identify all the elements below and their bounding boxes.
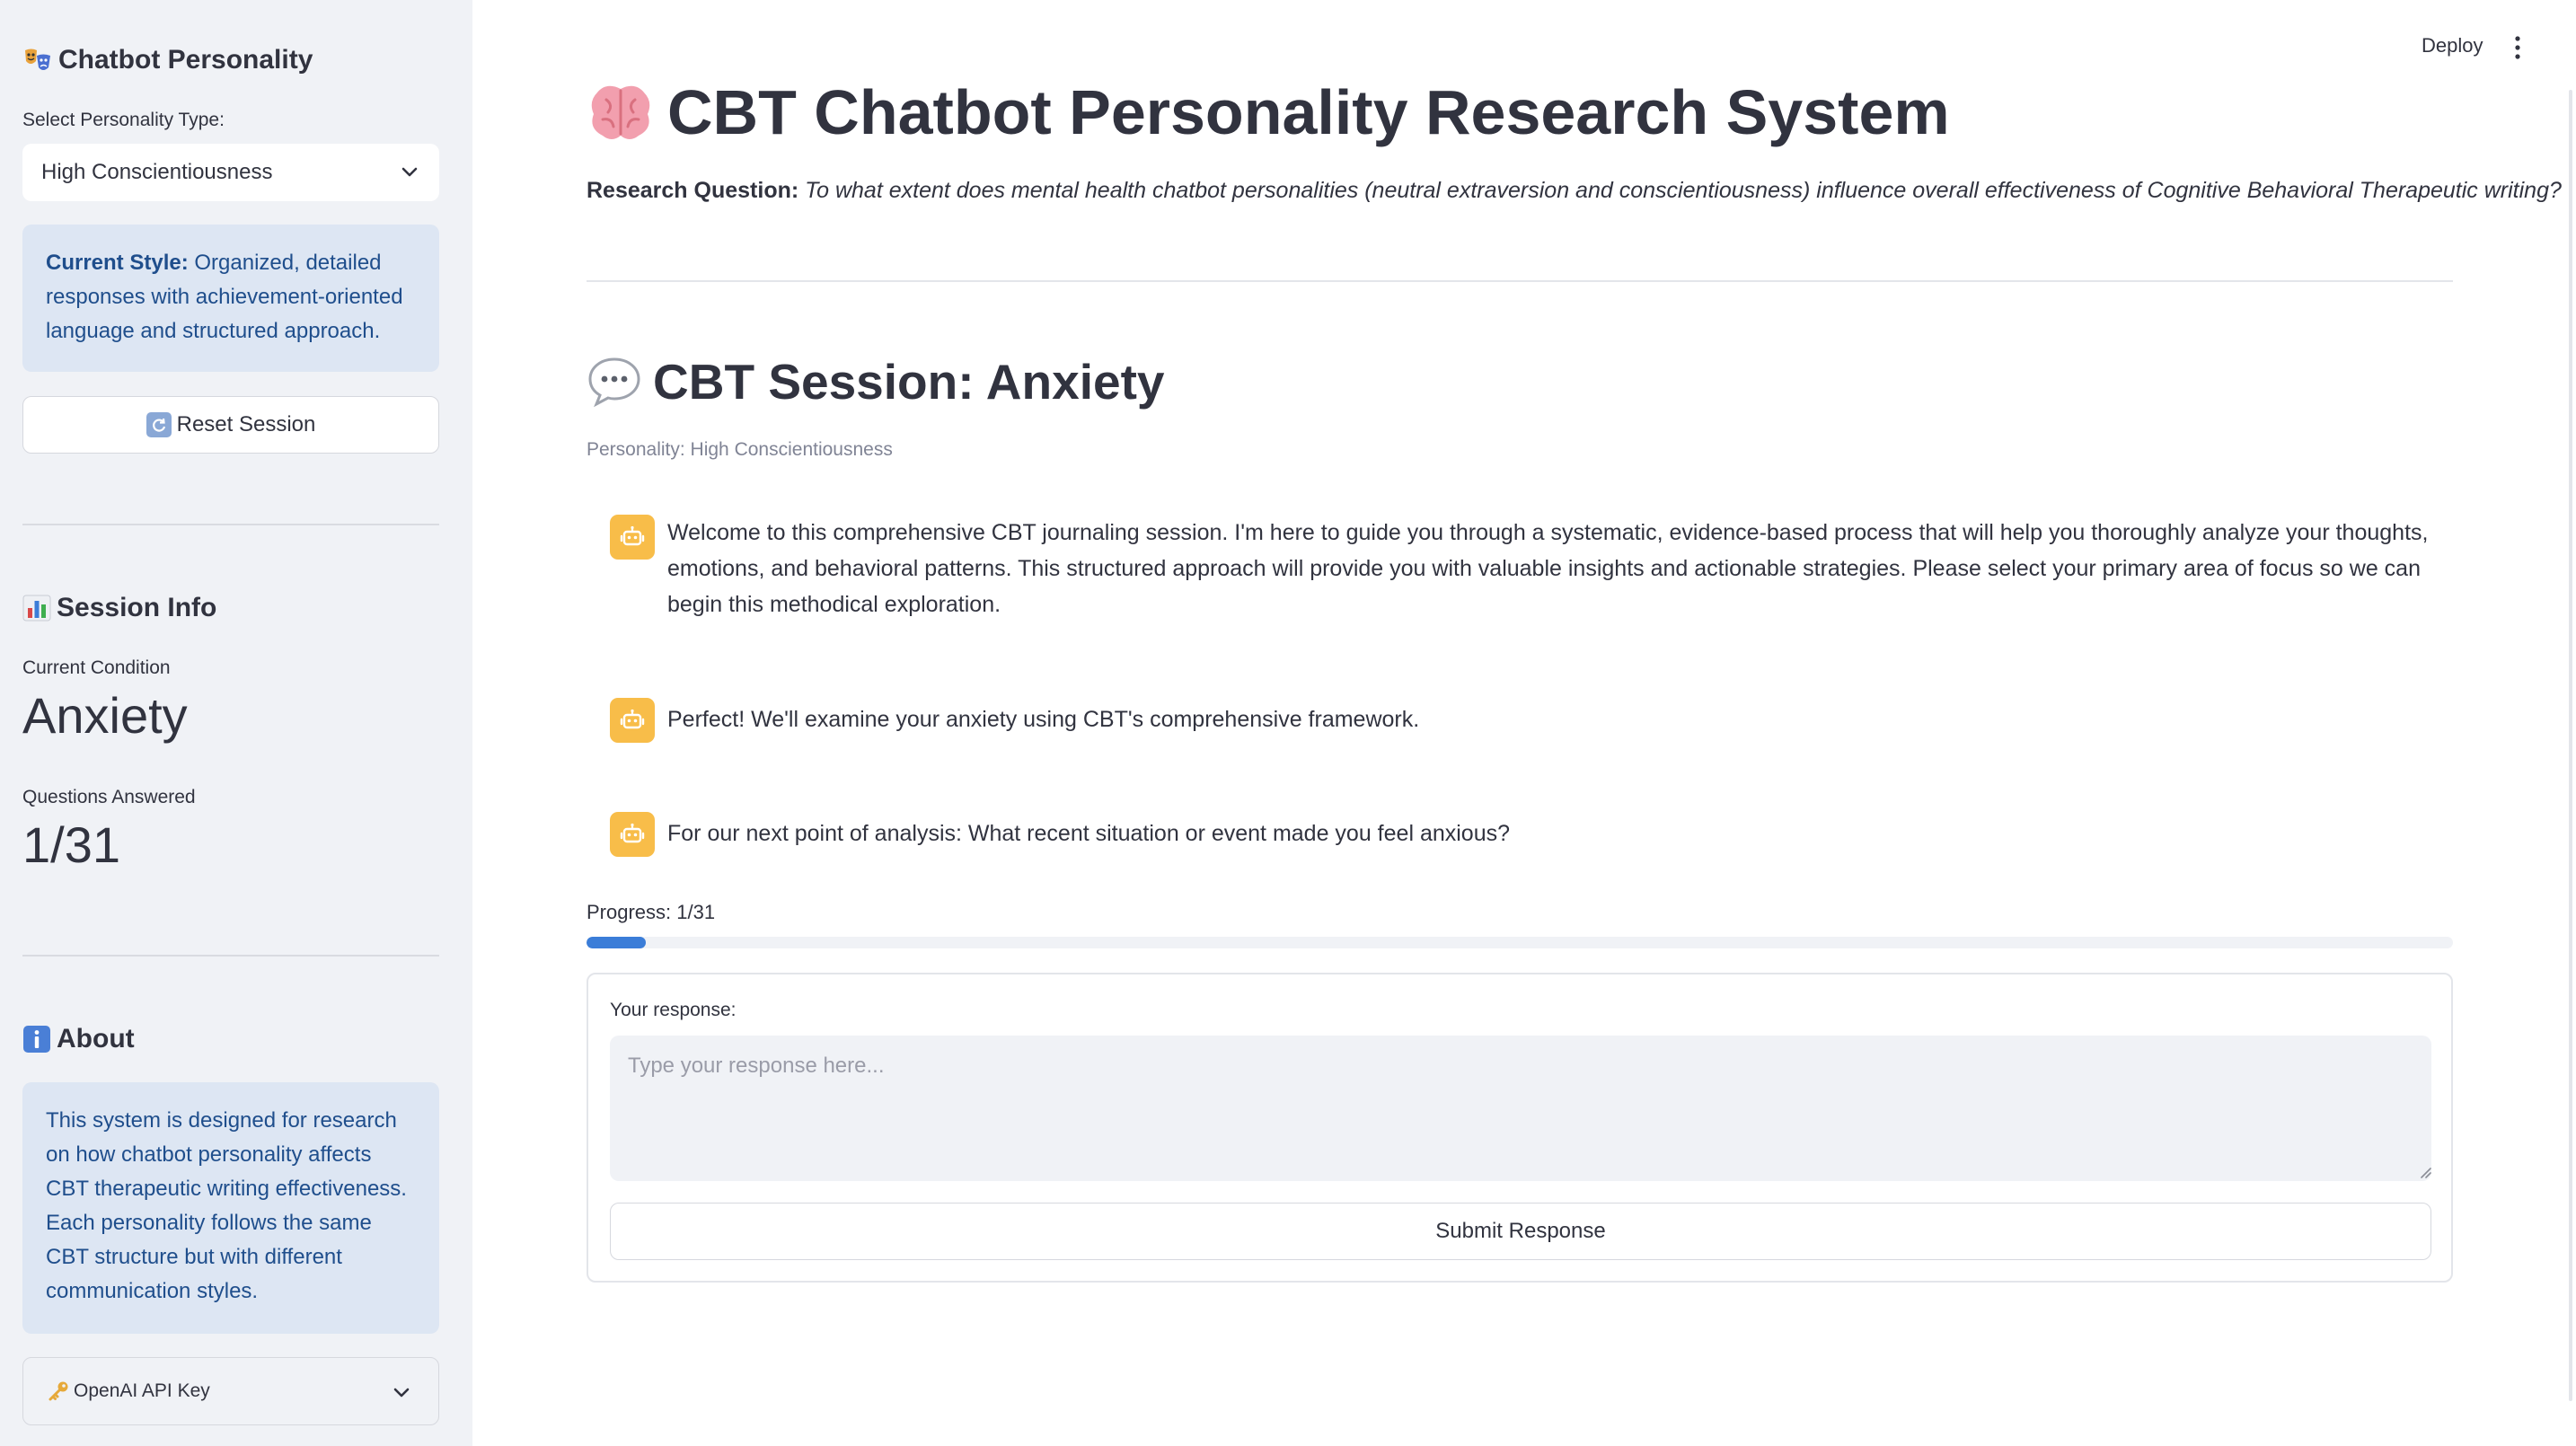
session-info-title: Session Info: [57, 593, 217, 622]
about-text: This system is designed for research on …: [46, 1108, 407, 1303]
current-style-label: Current Style:: [46, 251, 189, 275]
chevron-down-icon: [393, 1388, 410, 1398]
reset-session-label: Reset Session: [176, 412, 316, 436]
about-header: About: [22, 1024, 135, 1054]
page-title-text: CBT Chatbot Personality Research System: [667, 77, 1950, 147]
theater-masks-icon: [22, 45, 53, 75]
questions-answered-value: 1/31: [22, 816, 120, 873]
progress-label: Progress: 1/31: [587, 901, 716, 923]
sidebar: Chatbot Personality Select Personality T…: [0, 0, 472, 1446]
robot-icon: [610, 812, 655, 857]
session-title: CBT Session: Anxiety: [587, 353, 1164, 410]
chat-message-text: Perfect! We'll examine your anxiety usin…: [667, 707, 1420, 732]
info-icon: [22, 1025, 51, 1054]
chat-message: Perfect! We'll examine your anxiety usin…: [610, 698, 2453, 743]
select-label: Select Personality Type:: [22, 110, 225, 130]
speech-bubble-icon: [587, 354, 642, 410]
research-question-text: To what extent does mental health chatbo…: [805, 178, 2562, 203]
current-condition-value: Anxiety: [22, 687, 188, 744]
robot-icon: [610, 515, 655, 560]
resize-grip-icon[interactable]: [2419, 1166, 2431, 1178]
response-form: Your response: Submit Response: [587, 973, 2453, 1283]
chat-message-text: For our next point of analysis: What rec…: [667, 821, 1511, 846]
page-title: CBT Chatbot Personality Research System: [587, 76, 1950, 148]
submit-response-button[interactable]: Submit Response: [610, 1203, 2431, 1260]
progress-bar-fill: [587, 937, 647, 948]
brain-icon: [587, 78, 655, 146]
refresh-icon: [146, 412, 172, 437]
current-style-box: Current Style: Organized, detailed respo…: [22, 225, 439, 372]
about-title: About: [57, 1024, 135, 1054]
robot-icon: [610, 698, 655, 743]
chat-message-text: Welcome to this comprehensive CBT journa…: [667, 520, 2429, 617]
progress-bar: [587, 937, 2453, 948]
questions-answered-label: Questions Answered: [22, 787, 196, 807]
response-label: Your response:: [610, 1000, 737, 1020]
reset-session-button[interactable]: Reset Session: [22, 396, 439, 454]
response-textarea[interactable]: [610, 1036, 2431, 1181]
research-question-label: Research Question:: [587, 178, 799, 203]
research-question: Research Question: To what extent does m…: [587, 178, 2562, 204]
session-info-header: Session Info: [22, 593, 216, 623]
personality-select[interactable]: High Conscientiousness: [22, 144, 439, 201]
session-title-text: CBT Session: Anxiety: [653, 354, 1165, 410]
deploy-button[interactable]: Deploy: [2422, 34, 2483, 57]
personality-select-value: High Conscientiousness: [41, 160, 273, 184]
chat-message: Welcome to this comprehensive CBT journa…: [610, 515, 2453, 622]
kebab-menu-icon[interactable]: [2512, 34, 2523, 61]
bar-chart-icon: [22, 594, 51, 622]
personality-caption: Personality: High Conscientiousness: [587, 439, 893, 460]
about-box: This system is designed for research on …: [22, 1082, 439, 1334]
sidebar-divider: [22, 955, 439, 957]
chevron-down-icon: [401, 167, 418, 177]
sidebar-divider: [22, 524, 439, 525]
main-scrollbar[interactable]: [2569, 90, 2572, 1401]
openai-api-key-label: OpenAI API Key: [74, 1380, 210, 1401]
main-divider: [587, 280, 2453, 282]
openai-api-key-expander[interactable]: OpenAI API Key: [22, 1357, 439, 1425]
chat-message: For our next point of analysis: What rec…: [610, 812, 2453, 857]
personality-header-title: Chatbot Personality: [58, 45, 313, 75]
current-condition-label: Current Condition: [22, 657, 171, 678]
key-icon: [47, 1380, 70, 1403]
personality-header: Chatbot Personality: [22, 45, 313, 75]
current-style-text: Organized, detailed responses with achie…: [46, 251, 403, 343]
